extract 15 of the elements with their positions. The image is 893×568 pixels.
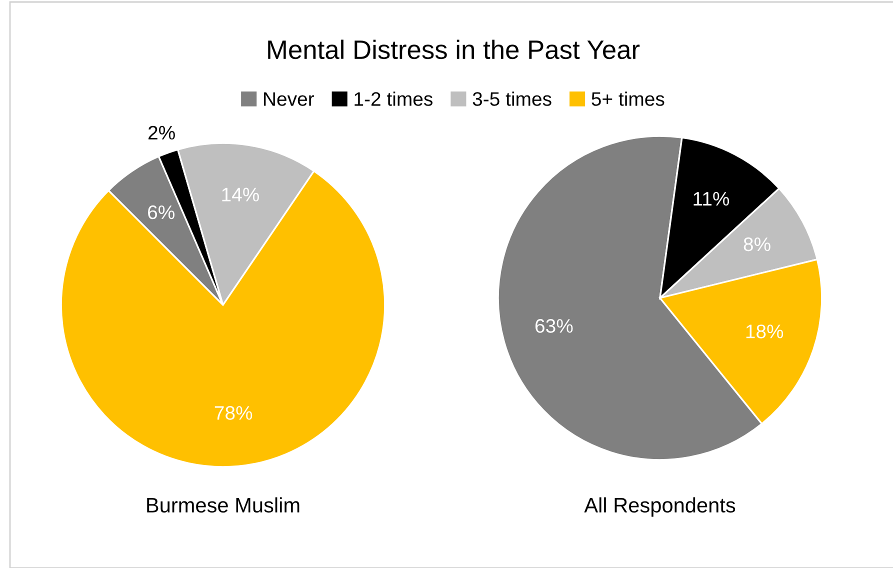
data-label: 8% (744, 237, 770, 252)
data-label: 78% (214, 406, 252, 420)
legend-label: 3-5 times (472, 92, 552, 106)
data-label: 2% (148, 126, 175, 140)
text: All Respondents (584, 497, 736, 517)
legend-label: 5+ times (592, 92, 664, 106)
data-label: 63% (535, 319, 573, 333)
data-label: 14% (222, 188, 259, 202)
data-label: 6% (148, 205, 174, 220)
data-label: 11% (694, 192, 730, 206)
text: Burmese Muslim (147, 497, 300, 513)
chart-title: Mental Distress in the Past Year (268, 40, 640, 60)
legend-label: Never (264, 92, 314, 106)
data-label: 18% (746, 324, 784, 338)
legend-label: 1-2 times (354, 92, 432, 106)
